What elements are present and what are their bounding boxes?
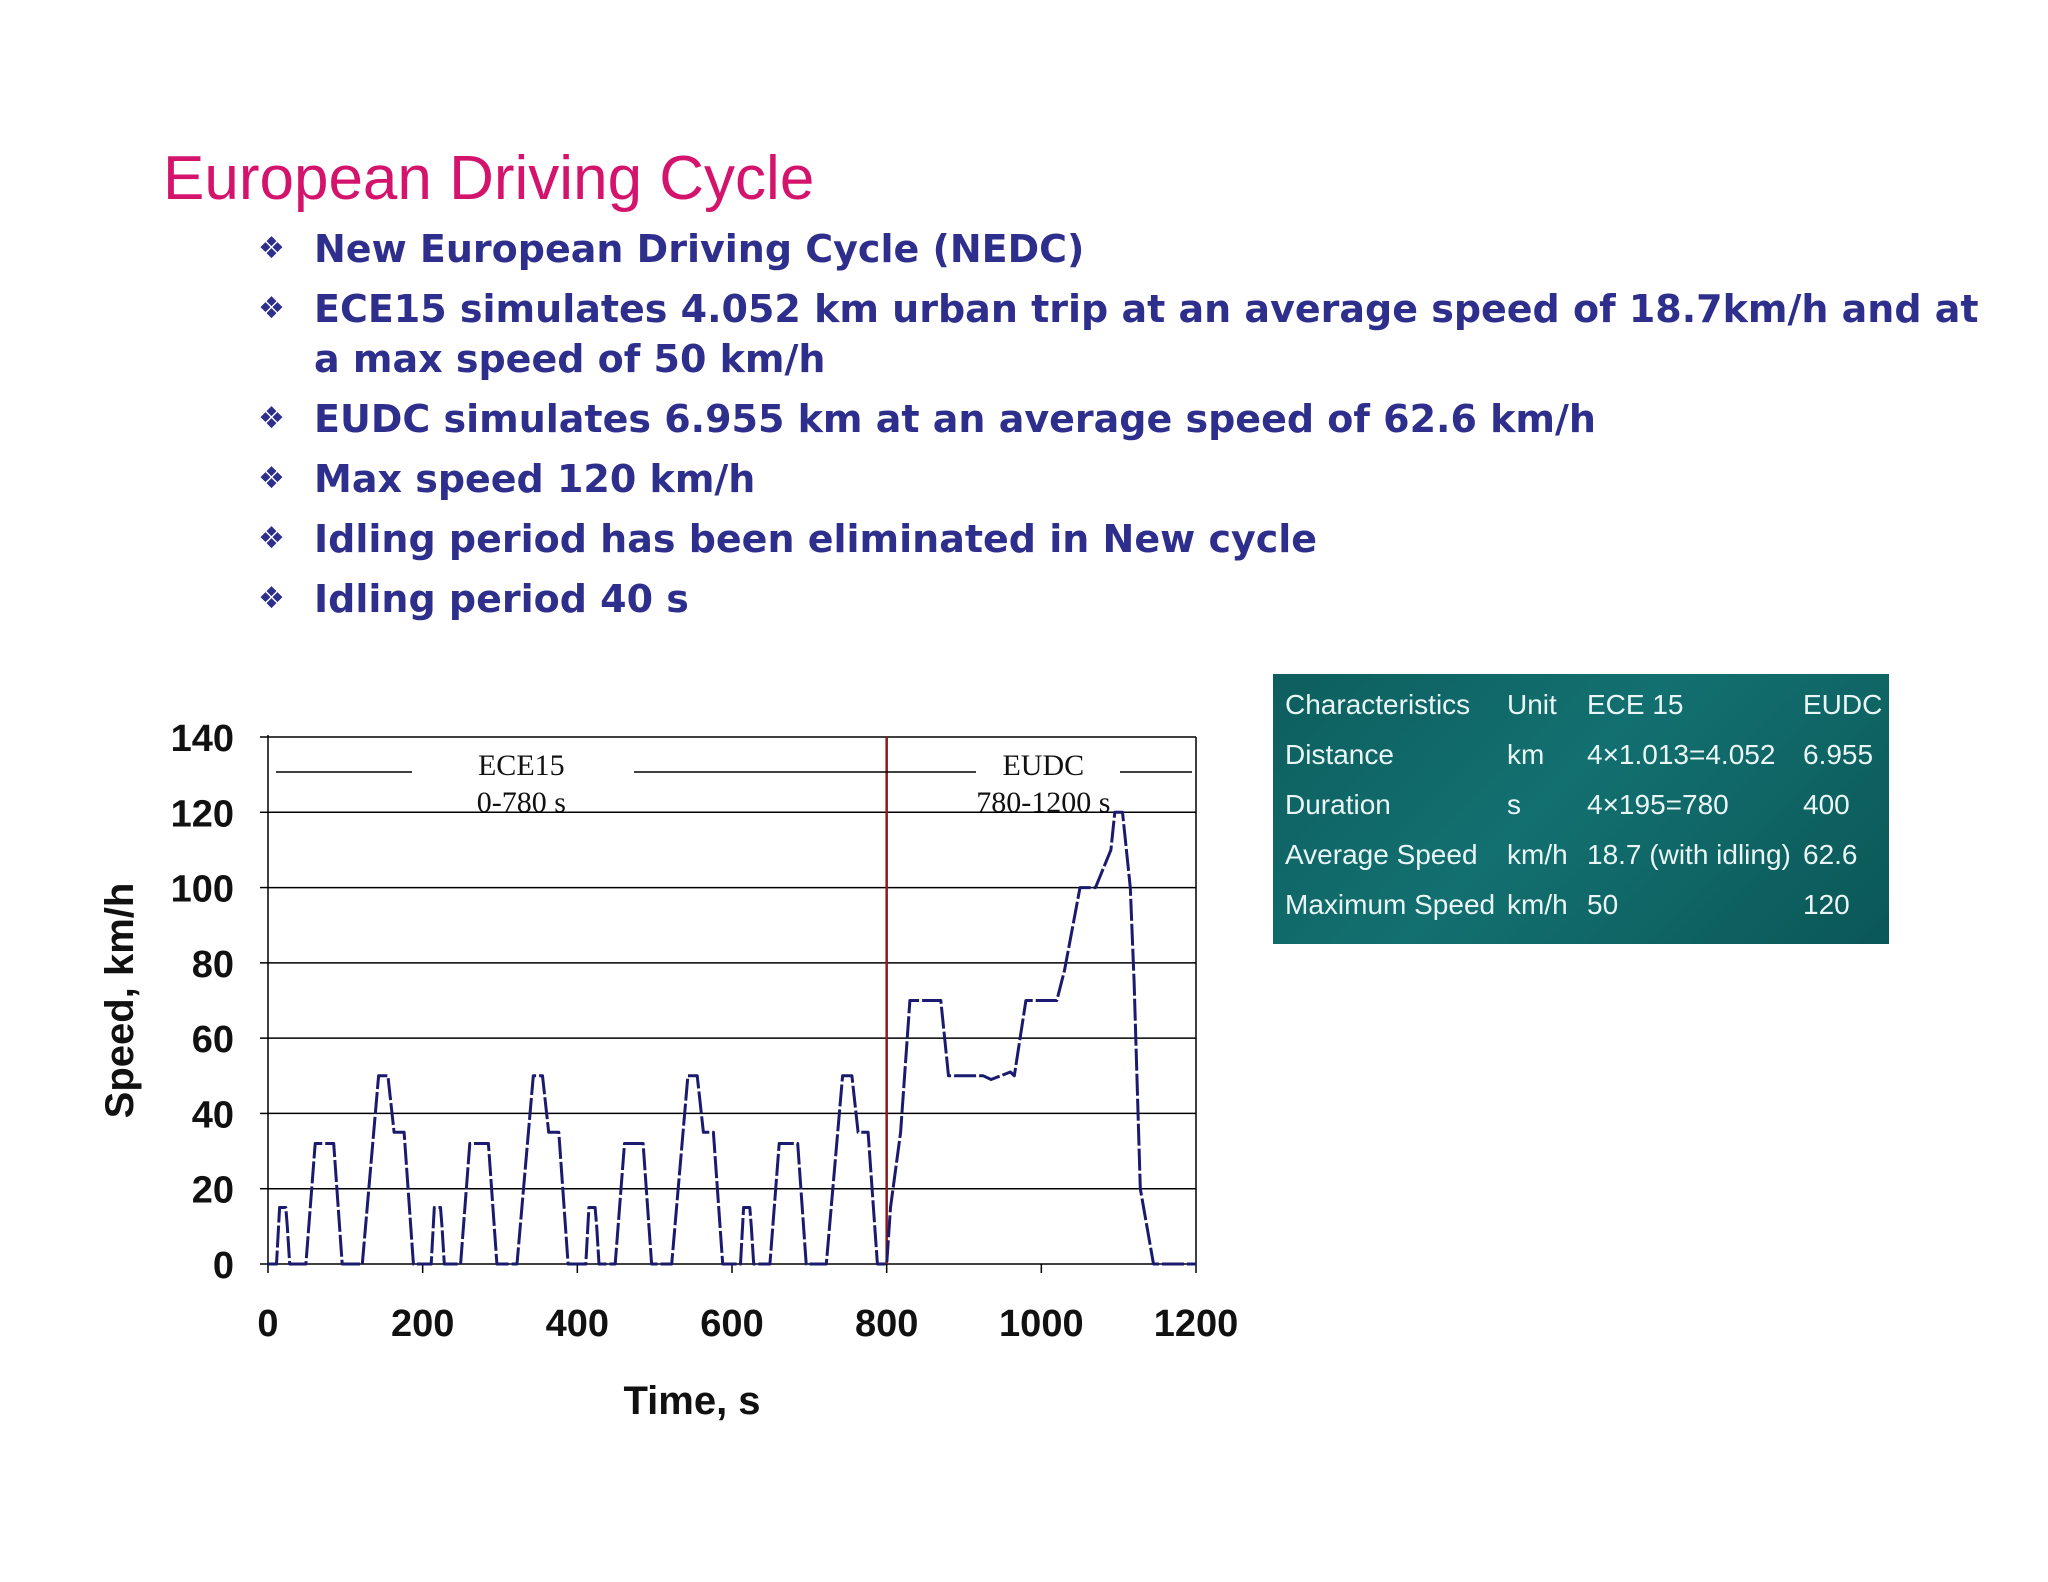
diamond-cluster-icon: ❖ [258, 231, 285, 266]
y-tick-label: 60 [192, 1019, 234, 1061]
diamond-cluster-icon: ❖ [258, 401, 285, 436]
table-cell: 50 [1587, 889, 1619, 920]
table-cell: 18.7 (with idling) [1587, 839, 1791, 870]
bullet-item: ❖ ECE15 simulates 4.052 km urban trip at… [258, 284, 1998, 384]
table-row: Maximum Speed km/h 50 120 [1273, 880, 1889, 930]
annotation-label: 780-1200 s [976, 786, 1110, 819]
x-tick-label: 200 [391, 1303, 454, 1345]
annotation-label: 0-780 s [477, 786, 566, 819]
x-tick-label: 800 [855, 1303, 918, 1345]
x-tick-label: 1000 [999, 1303, 1084, 1345]
table-header-cell: EUDC [1803, 689, 1883, 720]
x-tick-label: 0 [257, 1303, 278, 1345]
characteristics-table: Characteristics Unit ECE 15 EUDC Distanc… [1273, 680, 1889, 930]
annotation-label: EUDC [1002, 749, 1084, 782]
characteristics-table-panel: Characteristics Unit ECE 15 EUDC Distanc… [1273, 674, 1889, 944]
bullet-item: ❖ EUDC simulates 6.955 km at an average … [258, 394, 1998, 444]
diamond-cluster-icon: ❖ [258, 581, 285, 616]
slide-title: European Driving Cycle [163, 144, 815, 213]
table-cell: Duration [1285, 789, 1391, 820]
table-cell: 62.6 [1803, 839, 1858, 870]
table-cell: s [1507, 789, 1521, 820]
table-cell: 4×1.013=4.052 [1587, 739, 1776, 770]
y-tick-label: 120 [171, 793, 234, 835]
y-tick-label: 140 [171, 718, 234, 760]
bullet-list: ❖ New European Driving Cycle (NEDC) ❖ EC… [258, 224, 1998, 634]
speed-series-line [268, 810, 1196, 1266]
x-tick-label: 600 [700, 1303, 763, 1345]
bullet-item: ❖ Idling period has been eliminated in N… [258, 514, 1998, 564]
y-tick-label: 80 [192, 944, 234, 986]
table-cell: km/h [1507, 889, 1568, 920]
table-cell: km/h [1507, 839, 1568, 870]
diamond-cluster-icon: ❖ [258, 521, 285, 556]
bullet-text: New European Driving Cycle (NEDC) [314, 227, 1085, 271]
bullet-item: ❖ Idling period 40 s [258, 574, 1998, 624]
table-cell: 120 [1803, 889, 1850, 920]
table-cell: Distance [1285, 739, 1394, 770]
table-header-row: Characteristics Unit ECE 15 EUDC [1273, 680, 1889, 730]
bullet-item: ❖ Max speed 120 km/h [258, 454, 1998, 504]
diamond-cluster-icon: ❖ [258, 291, 285, 326]
x-tick-label: 400 [546, 1303, 609, 1345]
table-cell: 400 [1803, 789, 1850, 820]
table-cell: 6.955 [1803, 739, 1874, 770]
y-tick-label: 100 [171, 869, 234, 911]
diamond-cluster-icon: ❖ [258, 461, 285, 496]
bullet-text: ECE15 simulates 4.052 km urban trip at a… [314, 287, 1979, 381]
annotation-label: ECE15 [478, 749, 565, 782]
table-row: Average Speed km/h 18.7 (with idling) 62… [1273, 830, 1889, 880]
table-cell: Average Speed [1285, 839, 1478, 870]
y-tick-label: 40 [192, 1094, 234, 1136]
table-row: Distance km 4×1.013=4.052 6.955 [1273, 730, 1889, 780]
bullet-text: Max speed 120 km/h [314, 457, 756, 501]
x-axis-label: Time, s [623, 1379, 760, 1423]
table-cell: Maximum Speed [1285, 889, 1496, 920]
bullet-text: EUDC simulates 6.955 km at an average sp… [314, 397, 1596, 441]
table-cell: km [1507, 739, 1545, 770]
bullet-text: Idling period 40 s [314, 577, 689, 621]
table-row: Duration s 4×195=780 400 [1273, 780, 1889, 830]
bullet-item: ❖ New European Driving Cycle (NEDC) [258, 224, 1998, 274]
y-tick-label: 0 [213, 1245, 234, 1287]
table-cell: 4×195=780 [1587, 789, 1729, 820]
table-header-cell: Characteristics [1285, 689, 1471, 720]
table-header-cell: ECE 15 [1587, 689, 1684, 720]
table-header-cell: Unit [1507, 689, 1557, 720]
y-axis-label: Speed, km/h [98, 883, 142, 1119]
x-tick-label: 1200 [1154, 1303, 1239, 1345]
bullet-text: Idling period has been eliminated in New… [314, 517, 1318, 561]
y-tick-label: 20 [192, 1170, 234, 1212]
